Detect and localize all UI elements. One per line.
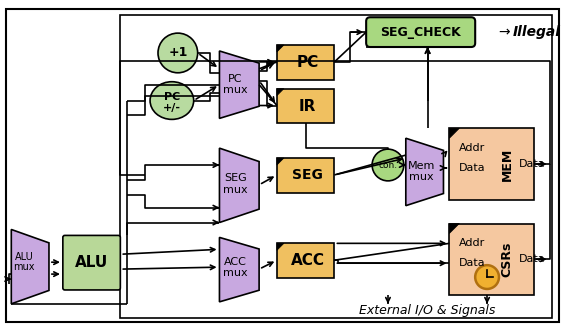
Text: PC: PC (164, 92, 180, 102)
Polygon shape (450, 223, 459, 233)
Text: SEG_CHECK: SEG_CHECK (380, 26, 461, 39)
Text: Addr: Addr (459, 238, 485, 248)
Text: Data: Data (459, 163, 486, 173)
Text: mux: mux (409, 172, 434, 182)
Text: mux: mux (223, 185, 248, 195)
Polygon shape (277, 45, 284, 52)
Text: SEG: SEG (224, 173, 247, 183)
Text: ACC: ACC (291, 253, 325, 268)
Text: CSRs: CSRs (500, 241, 513, 277)
Text: mux: mux (13, 262, 35, 272)
FancyBboxPatch shape (450, 128, 534, 200)
Polygon shape (220, 51, 259, 119)
Ellipse shape (150, 82, 194, 120)
Text: Data: Data (459, 258, 486, 268)
Text: Mem: Mem (408, 161, 435, 171)
FancyBboxPatch shape (366, 17, 475, 47)
Polygon shape (406, 138, 443, 206)
Polygon shape (450, 128, 459, 138)
Circle shape (158, 33, 198, 73)
Text: mux: mux (223, 268, 248, 278)
Text: Illegal: Illegal (513, 25, 561, 39)
Text: Data: Data (519, 254, 545, 264)
FancyBboxPatch shape (277, 158, 335, 193)
Text: IR: IR (299, 99, 316, 114)
FancyBboxPatch shape (6, 9, 559, 322)
Text: MEM: MEM (500, 147, 513, 181)
FancyBboxPatch shape (63, 235, 120, 290)
Circle shape (372, 149, 404, 181)
Text: ALU: ALU (75, 255, 108, 270)
FancyBboxPatch shape (120, 15, 551, 318)
Polygon shape (277, 243, 284, 250)
Polygon shape (220, 237, 259, 302)
Text: SEG: SEG (292, 168, 323, 182)
Text: PC: PC (297, 55, 319, 70)
Polygon shape (220, 148, 259, 222)
Text: Data: Data (519, 159, 545, 169)
FancyBboxPatch shape (277, 243, 335, 278)
Text: ACC: ACC (224, 257, 247, 267)
Text: con.: con. (378, 160, 397, 170)
Polygon shape (277, 89, 284, 96)
FancyBboxPatch shape (450, 223, 534, 295)
Text: ALU: ALU (15, 252, 33, 262)
Text: mux: mux (223, 85, 248, 95)
Text: PC: PC (228, 74, 243, 84)
Text: +/-: +/- (163, 104, 181, 114)
FancyBboxPatch shape (277, 89, 335, 124)
Polygon shape (12, 229, 49, 304)
Text: +1: +1 (168, 46, 187, 59)
Text: External I/O & Signals: External I/O & Signals (359, 304, 496, 317)
FancyBboxPatch shape (277, 45, 335, 80)
Text: →: → (499, 25, 515, 39)
Text: Addr: Addr (459, 143, 485, 153)
Circle shape (475, 265, 499, 289)
Polygon shape (277, 158, 284, 165)
